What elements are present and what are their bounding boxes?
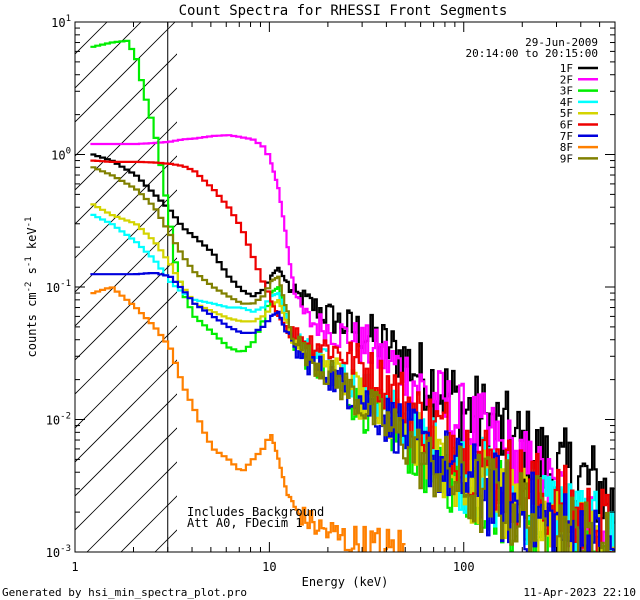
hatch-line bbox=[563, 0, 640, 552]
x-tick-label: 100 bbox=[453, 560, 475, 574]
time-range-annotation: 20:14:00 to 20:15:00 bbox=[466, 47, 598, 60]
series-line-5F bbox=[90, 203, 615, 552]
y-axis-label: counts cm-2 s-1 keV-1 bbox=[24, 217, 39, 358]
legend-label: 4F bbox=[560, 96, 573, 109]
hatch-line bbox=[0, 0, 109, 552]
x-tick-labels: 1 10 100 bbox=[71, 560, 474, 574]
x-tick-label: 1 bbox=[71, 560, 78, 574]
y-tick-label: 10-1 bbox=[46, 279, 71, 295]
x-tick-label: 10 bbox=[262, 560, 276, 574]
legend-label: 1F bbox=[560, 62, 573, 75]
hatch-line bbox=[75, 22, 176, 123]
series-line-8F bbox=[90, 286, 406, 552]
timestamp-footer: 11-Apr-2023 22:10 bbox=[523, 586, 636, 599]
series-line-7F bbox=[90, 272, 615, 552]
x-axis-label: Energy (keV) bbox=[302, 575, 389, 589]
legend-label: 2F bbox=[560, 73, 573, 86]
hatch-line bbox=[75, 22, 108, 55]
hatch-line bbox=[597, 0, 640, 552]
hatch-line bbox=[75, 189, 177, 293]
axis-ticks bbox=[74, 21, 616, 553]
background-note-line1: Includes Background bbox=[187, 505, 324, 519]
chart-title: Count Spectra for RHESSI Front Segments bbox=[179, 3, 508, 19]
background-note-line2: Att A0, FDecim 1 bbox=[187, 516, 303, 530]
hatch-line bbox=[75, 155, 177, 259]
hatch-line bbox=[631, 0, 640, 552]
legend-label: 6F bbox=[560, 119, 573, 132]
legend-label: 7F bbox=[560, 130, 573, 143]
legend-label: 8F bbox=[560, 141, 573, 154]
hatch-line bbox=[75, 22, 142, 89]
series-line-1F bbox=[90, 153, 615, 525]
hatch-line bbox=[75, 223, 177, 327]
series-line-6F bbox=[90, 159, 612, 552]
hatch-line bbox=[75, 427, 177, 531]
y-tick-label: 10-2 bbox=[46, 412, 71, 428]
hatch-line bbox=[75, 87, 177, 191]
y-tick-label: 10-3 bbox=[46, 544, 71, 560]
hatch-line bbox=[75, 393, 177, 497]
generated-by-footer: Generated by hsi_min_spectra_plot.pro bbox=[2, 586, 247, 599]
y-tick-labels: 10-3 10-2 10-1 100 101 bbox=[46, 14, 71, 560]
hatch-line bbox=[0, 0, 143, 552]
date-annotation: 29-Jun-2009 bbox=[525, 36, 598, 49]
legend-label: 3F bbox=[560, 85, 573, 98]
series-line-9F bbox=[90, 166, 615, 552]
legend-label: 5F bbox=[560, 107, 573, 120]
y-tick-label: 100 bbox=[51, 147, 71, 163]
y-tick-label: 101 bbox=[51, 14, 71, 30]
series-layer bbox=[90, 39, 615, 552]
legend-label: 9F bbox=[560, 152, 573, 165]
hatch-line bbox=[75, 359, 177, 463]
